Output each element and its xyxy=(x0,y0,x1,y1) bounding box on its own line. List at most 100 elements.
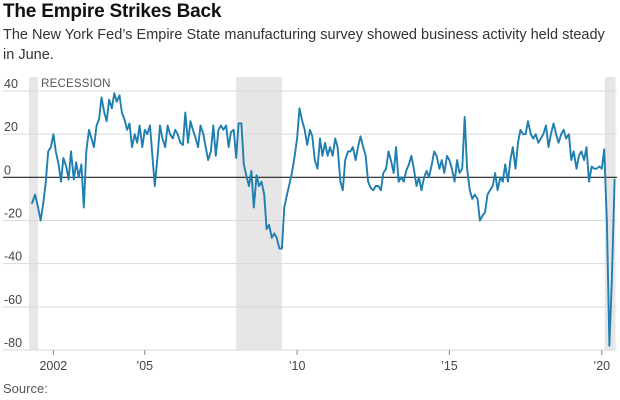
data-point xyxy=(502,181,504,183)
data-point xyxy=(377,185,379,187)
data-point xyxy=(494,172,496,174)
y-tick-label: 0 xyxy=(4,163,11,177)
data-point xyxy=(309,129,311,131)
data-point xyxy=(492,185,494,187)
data-point xyxy=(405,170,407,172)
data-point xyxy=(157,155,159,157)
data-point xyxy=(342,189,344,191)
data-point xyxy=(47,150,49,152)
data-point xyxy=(202,133,204,135)
data-point xyxy=(324,142,326,144)
data-point xyxy=(248,185,250,187)
data-point xyxy=(509,159,511,161)
data-point xyxy=(446,155,448,157)
data-point xyxy=(428,176,430,178)
recession-bands xyxy=(29,77,616,350)
data-point xyxy=(332,155,334,157)
y-tick-label: -60 xyxy=(4,293,22,307)
data-point xyxy=(514,168,517,170)
data-point xyxy=(408,163,410,165)
data-point xyxy=(334,137,336,140)
data-point xyxy=(268,224,270,226)
data-point xyxy=(611,280,613,282)
data-point xyxy=(260,181,263,183)
data-point xyxy=(347,150,349,152)
data-point xyxy=(570,159,572,161)
data-point xyxy=(40,219,42,222)
data-point xyxy=(471,198,473,200)
data-point xyxy=(461,168,463,170)
data-point xyxy=(212,124,214,127)
data-point xyxy=(489,189,491,191)
data-point xyxy=(136,142,138,144)
data-point xyxy=(286,194,288,196)
data-point xyxy=(375,185,377,187)
data-point xyxy=(60,181,62,183)
data-point xyxy=(573,150,575,152)
data-point xyxy=(423,176,425,178)
data-point xyxy=(553,122,555,124)
data-point xyxy=(187,142,189,144)
data-point xyxy=(238,122,240,124)
data-point xyxy=(337,146,339,148)
data-point xyxy=(525,133,527,135)
data-point xyxy=(578,155,580,157)
data-point xyxy=(410,155,412,157)
data-point xyxy=(93,146,95,148)
data-point xyxy=(426,170,428,172)
data-point xyxy=(606,222,608,224)
data-point xyxy=(329,146,331,148)
data-point xyxy=(451,168,453,170)
data-point xyxy=(230,131,232,133)
data-point xyxy=(58,163,60,165)
data-point xyxy=(382,172,384,174)
data-point xyxy=(365,155,367,157)
data-point xyxy=(240,122,242,124)
data-point xyxy=(316,168,319,170)
x-tick-label: ’15 xyxy=(441,359,458,373)
x-axis-tick-labels: 2002 ’05 ’10 ’15 ’20 xyxy=(39,350,610,373)
data-point xyxy=(418,176,420,178)
data-point xyxy=(228,146,230,148)
data-point xyxy=(225,124,227,127)
data-point xyxy=(413,168,415,170)
data-point xyxy=(134,133,136,135)
data-point xyxy=(393,172,395,174)
data-point xyxy=(497,189,499,191)
recession-band-2 xyxy=(236,77,282,350)
data-point xyxy=(207,159,209,161)
data-point xyxy=(565,137,567,140)
data-point xyxy=(352,146,354,148)
data-point xyxy=(321,155,323,157)
data-point xyxy=(591,165,593,168)
data-point xyxy=(174,129,176,131)
data-point xyxy=(585,146,588,148)
data-point xyxy=(106,120,108,122)
data-point xyxy=(62,157,64,159)
data-point xyxy=(31,202,33,204)
data-point xyxy=(273,232,275,234)
data-point xyxy=(517,142,519,144)
data-point xyxy=(205,146,207,148)
data-point xyxy=(159,124,161,127)
data-point xyxy=(575,168,578,170)
recession-band-3 xyxy=(604,77,616,350)
data-point xyxy=(177,133,179,135)
data-point xyxy=(215,155,217,157)
data-point xyxy=(499,176,501,178)
y-tick-label: 40 xyxy=(4,77,18,91)
data-point xyxy=(182,144,184,146)
data-point xyxy=(568,133,570,135)
x-tick-label: ’20 xyxy=(593,359,610,373)
data-point xyxy=(301,120,303,122)
data-point xyxy=(403,181,405,183)
data-point xyxy=(481,215,483,217)
data-point xyxy=(52,133,55,135)
data-point xyxy=(184,112,186,114)
data-point xyxy=(278,248,280,250)
y-axis-tick-labels: 40 20 0 -20 -40 -60 -80 xyxy=(4,77,22,350)
data-point xyxy=(486,194,489,196)
data-point xyxy=(598,165,600,168)
data-point xyxy=(370,187,372,189)
data-point xyxy=(458,172,461,174)
